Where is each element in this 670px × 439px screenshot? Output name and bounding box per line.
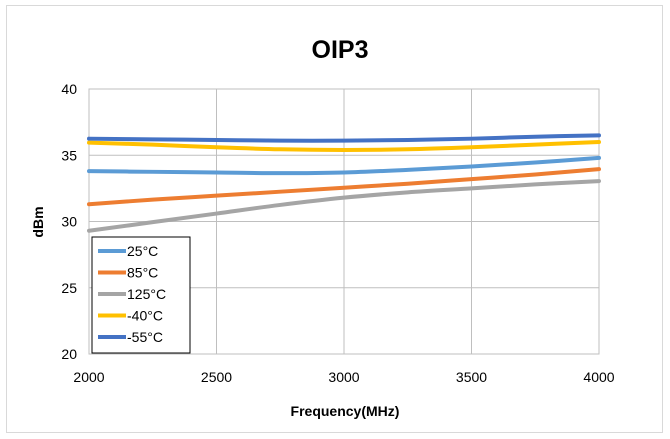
x-tick-label: 3000 [328,369,359,385]
y-tick-label: 25 [61,280,77,296]
chart-title: OIP3 [312,36,369,64]
y-tick-label: 30 [61,214,77,230]
y-tick-label: 35 [61,147,77,163]
series-line-1 [87,167,601,207]
legend-label: 85°C [127,265,158,281]
y-tick-label: 20 [61,346,77,362]
legend-label: 125°C [127,286,166,302]
chart-frame [6,5,663,433]
x-tick-label: 2500 [201,369,232,385]
series-line-2 [87,179,601,233]
axes: 20 25 30 35 40 2000 2500 3000 3500 4000 [61,81,614,385]
y-tick-label: 40 [61,81,77,97]
grid [88,88,600,355]
series-lines [87,133,601,233]
legend-label: -55°C [127,329,163,345]
series-line-3 [87,140,601,152]
x-axis-label: Frequency(MHz) [291,403,400,419]
x-tick-label: 4000 [583,369,614,385]
legend: 25°C 85°C 125°C -40°C -55°C [91,236,191,354]
series-line-4 [87,133,601,143]
x-tick-label: 2000 [73,369,104,385]
y-axis-label: dBm [30,206,46,237]
x-tick-label: 3500 [456,369,487,385]
legend-label: -40°C [127,308,163,324]
legend-label: 25°C [127,243,158,259]
series-line-0 [87,155,601,176]
